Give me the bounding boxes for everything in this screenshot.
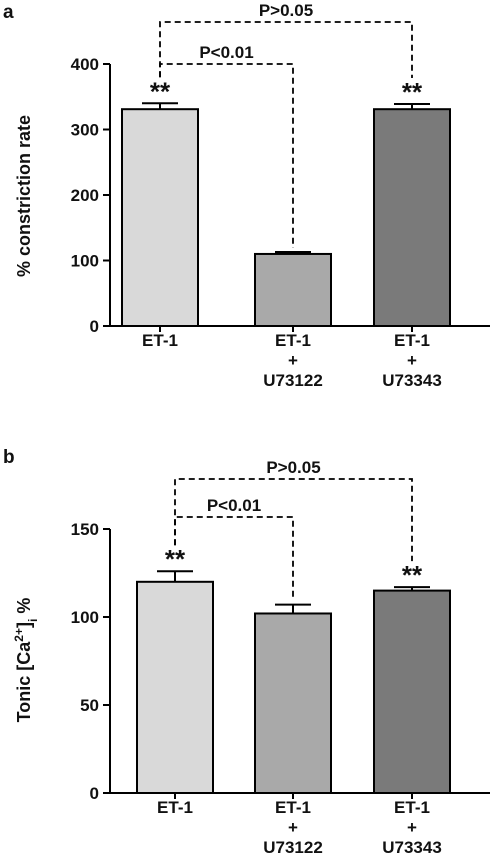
bar (136, 580, 214, 794)
bar (254, 612, 332, 794)
category-label: U73122 (263, 838, 323, 857)
p-value-label: P>0.05 (266, 458, 320, 477)
y-tick-label: 0 (90, 317, 99, 336)
p-value-label: P<0.01 (199, 43, 253, 62)
comparison-bracket (174, 478, 413, 562)
category-label: + (288, 818, 298, 837)
y-tick-label: 300 (71, 121, 99, 140)
p-value-label: P<0.01 (207, 496, 261, 515)
category-label: U73343 (382, 371, 442, 390)
bar (373, 589, 451, 794)
y-axis-label-subscript: i (26, 619, 40, 622)
category-label: + (407, 351, 417, 370)
bar (373, 108, 451, 327)
panel-label: b (3, 447, 15, 468)
y-axis-label-main: Tonic [Ca (14, 641, 34, 723)
y-tick-label: 100 (71, 608, 99, 627)
significance-marker: ** (150, 76, 171, 106)
bar (254, 252, 332, 327)
category-label: ET-1 (275, 798, 311, 817)
y-tick-label: 400 (71, 55, 99, 74)
y-tick-label: 200 (71, 186, 99, 205)
y-tick-label: 100 (71, 252, 99, 271)
y-axis-label-superscript: 2+ (12, 628, 26, 642)
significance-marker: ** (402, 77, 423, 107)
category-label: + (288, 351, 298, 370)
panel-label: a (3, 2, 14, 23)
category-label: ET-1 (394, 798, 430, 817)
category-label: U73343 (382, 838, 442, 857)
category-label: + (407, 818, 417, 837)
comparison-bracket (159, 21, 413, 78)
y-tick-label: 0 (90, 784, 99, 803)
category-label: ET-1 (157, 798, 193, 817)
panel-a: a % constriction rate 0 100 200 300 400 ** ET-… (3, 1, 490, 390)
y-axis-label: Tonic [Ca2+]i % (12, 598, 40, 723)
category-label: ET-1 (142, 331, 178, 350)
y-axis-label: % constriction rate (14, 115, 34, 277)
significance-marker: ** (402, 560, 423, 590)
category-label: U73122 (263, 371, 323, 390)
bar (121, 108, 199, 327)
y-axis-label-unit: % (14, 598, 34, 619)
y-tick-label: 150 (71, 520, 99, 539)
category-label: ET-1 (394, 331, 430, 350)
significance-marker: ** (165, 544, 186, 574)
category-label: ET-1 (275, 331, 311, 350)
y-axis-label-bracket: ] (14, 622, 34, 628)
p-value-label: P>0.05 (259, 1, 313, 20)
y-tick-label: 50 (80, 696, 99, 715)
